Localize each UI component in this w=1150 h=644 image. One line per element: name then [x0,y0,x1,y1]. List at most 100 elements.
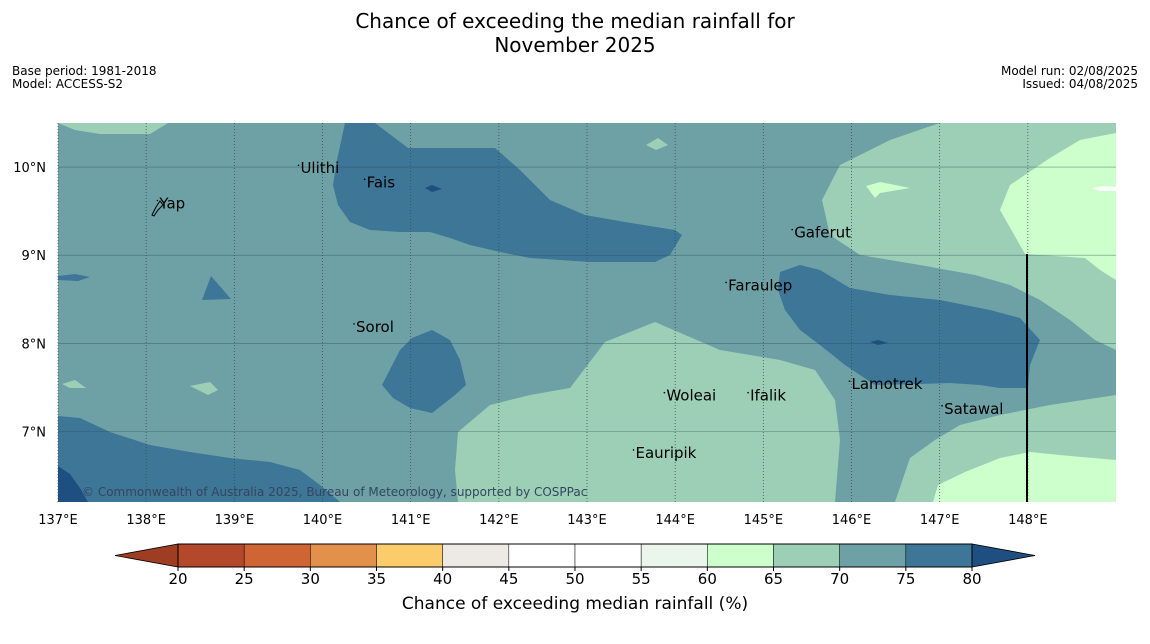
colorbar-label: Chance of exceeding median rainfall (%) [401,594,749,614]
place-label: Ulithi [300,159,339,177]
lon-tick-label: 142°E [479,513,519,528]
copyright-text: © Commonwealth of Australia 2025, Bureau… [82,485,587,499]
lon-tick-label: 138°E [126,513,166,528]
gridlines [57,123,1116,502]
colorbar-segment [442,543,510,568]
lon-tick-label: 144°E [655,513,695,528]
place-label: Ifalik [750,387,786,405]
colorbar-segment [773,543,840,568]
region-80-plus-east [870,340,888,345]
colorbar-tick-label: 70 [830,570,849,588]
lon-tick-label: 143°E [567,513,607,528]
colorbar-tick-label: 30 [301,570,320,588]
lat-tick-label: 7°N [22,425,47,440]
colorbar-segment [707,543,774,568]
colorbar-segment [177,543,245,568]
place-label: Eauripik [635,444,696,462]
place-label: Faraulep [728,276,792,294]
lon-tick-label: 148°E [1008,513,1048,528]
meta-left: Base period: 1981-2018 Model: ACCESS-S2 [12,65,157,91]
place-labels: Ulithi Fais Yap Gaferut Faraulep Sorol Lamotre… [156,159,1003,462]
model-run-text: Model run: 02/08/2025 [1000,64,1138,78]
lon-tick-label: 146°E [832,513,872,528]
place-dot [747,391,749,394]
place-label: Yap [158,194,185,212]
place-label: Lamotrek [852,375,923,393]
map-title-line2: November 2025 [494,33,656,57]
region-65-70-north-a [58,123,168,134]
colorbar-segment [905,543,973,568]
place-dot [725,281,727,284]
lat-tick-label: 10°N [13,161,46,176]
lon-tick-label: 137°E [38,513,78,528]
colorbar-tick-label: 60 [698,570,717,588]
place-dot [848,380,851,382]
region-80-plus-north [425,185,442,192]
model-text: Model: ACCESS-S2 [12,77,124,91]
map-title: Chance of exceeding the median rainfall … [0,9,1150,57]
colorbar-segment [640,543,708,568]
place-label: Woleai [666,387,716,405]
place-label: Satawal [944,400,1003,418]
lat-tick-label: 8°N [22,337,47,352]
colorbar-tick-label: 75 [896,570,915,588]
colorbar-tick-label: 50 [565,570,584,588]
region-65-70-south [455,322,840,502]
region-65-70-north-b [646,138,668,150]
place-dot [156,199,159,202]
place-dot [941,405,943,407]
region-white-spot [1092,186,1116,191]
region-80-plus-southwest [58,466,88,502]
lon-tick-label: 147°E [920,513,960,528]
region-75-80-southwest [58,416,340,502]
colorbar-tick-label: 20 [168,570,187,588]
place-dot [363,178,366,181]
lon-tick-label: 145°E [744,513,784,528]
region-75-80-west-a [58,274,90,281]
colorbar-under-arrow [114,543,179,568]
place-dot [297,164,300,167]
base-period-text: Base period: 1981-2018 [12,64,157,78]
colorbar-tick-label: 40 [433,570,452,588]
colorbar-over-arrow [971,543,1036,568]
colorbar-segment [243,543,311,568]
region-75-80-central [382,330,466,413]
meta-right: Model run: 02/08/2025 Issued: 04/08/2025 [1001,65,1138,91]
region-60-65-east [1000,133,1116,280]
place-dot [353,323,355,325]
yap-island-icon [151,200,164,217]
colorbar-segment [508,543,576,568]
place-dot [632,449,635,451]
place-label: Fais [367,173,396,191]
place-label: Gaferut [794,224,851,242]
colorbar-segment [839,543,907,568]
lon-tick-label: 139°E [215,513,255,528]
colorbar-tick-label: 80 [962,570,981,588]
region-65-70-west-b [190,382,218,395]
lon-tick-label: 140°E [303,513,343,528]
place-dot [663,391,666,394]
issued-text: Issued: 04/08/2025 [1022,77,1138,91]
lat-tick-label: 9°N [22,249,47,264]
colorbar-tick-label: 65 [764,570,783,588]
region-75-80-north [333,123,682,262]
region-65-70-west [62,380,86,388]
colorbar-segment [376,543,443,568]
colorbar-segment [574,543,642,568]
map-title-line1: Chance of exceeding the median rainfall … [355,9,795,33]
colorbar-tick-label: 35 [367,570,386,588]
axis-labels: 137°E 138°E 139°E 140°E 141°E 142°E 143°E 144°E… [13,161,1047,528]
region-60-65-spot [866,182,910,198]
region-75-80-east [778,265,1040,388]
colorbar-tick-label: 45 [499,570,518,588]
colorbar-segment [310,543,377,568]
colorbar-tick-label: 25 [235,570,254,588]
region-75-80-west-b [202,276,231,300]
place-dot [791,228,793,231]
region-60-65-southeast [933,452,1116,502]
colorbar-tick-label: 55 [632,570,651,588]
lon-tick-label: 141°E [391,513,431,528]
colorbar: 20 25 30 35 40 45 50 55 60 65 70 75 80 [114,543,1036,588]
place-label: Sorol [356,318,394,336]
